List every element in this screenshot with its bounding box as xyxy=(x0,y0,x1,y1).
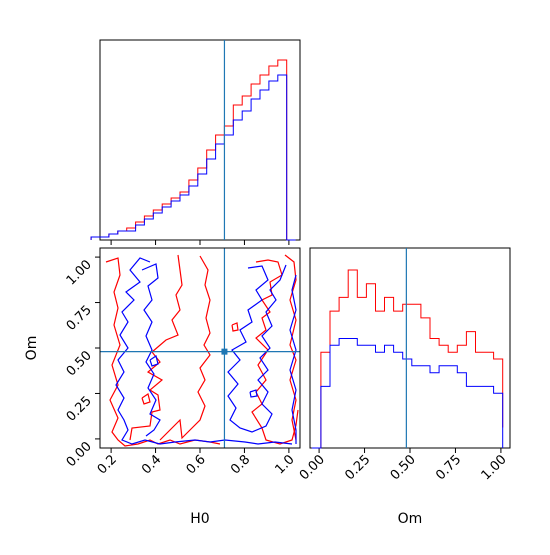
contour-truth-lines xyxy=(100,248,300,448)
h0-histogram-blue-step xyxy=(90,74,296,241)
om-histogram-blue-step xyxy=(311,338,504,449)
contour-lines xyxy=(105,254,299,447)
red-contour-mid2 xyxy=(159,255,211,441)
h0-histogram-blue-series xyxy=(90,74,296,241)
h0-histogram-ticks xyxy=(110,240,290,245)
contour-truth-marker xyxy=(221,348,228,355)
blue-contour-outer-right xyxy=(289,274,297,444)
red-contour-small-2 xyxy=(231,322,239,332)
om-histogram-blue-series xyxy=(311,338,504,449)
red-contour-outer-right xyxy=(284,254,297,441)
x-axis-label-om: Om xyxy=(398,511,423,527)
h0-histogram-red-series xyxy=(90,59,296,241)
blue-contour-right xyxy=(227,264,287,433)
y-axis-label-om: Om xyxy=(24,336,40,361)
blue-contour-small-1 xyxy=(149,355,159,367)
blue-contour-left xyxy=(115,257,293,445)
om-histogram-red-step xyxy=(311,269,504,449)
red-contour-small-1 xyxy=(141,393,151,405)
h0-histogram-red-step xyxy=(90,59,296,241)
om-histogram-red-series xyxy=(311,269,504,449)
blue-contour-small-2 xyxy=(249,389,258,398)
x-axis-label-h0: H0 xyxy=(190,511,209,527)
h0-histogram-panel xyxy=(90,39,301,245)
blue-contour-inner xyxy=(141,263,161,437)
red-contour-mid xyxy=(129,254,183,441)
